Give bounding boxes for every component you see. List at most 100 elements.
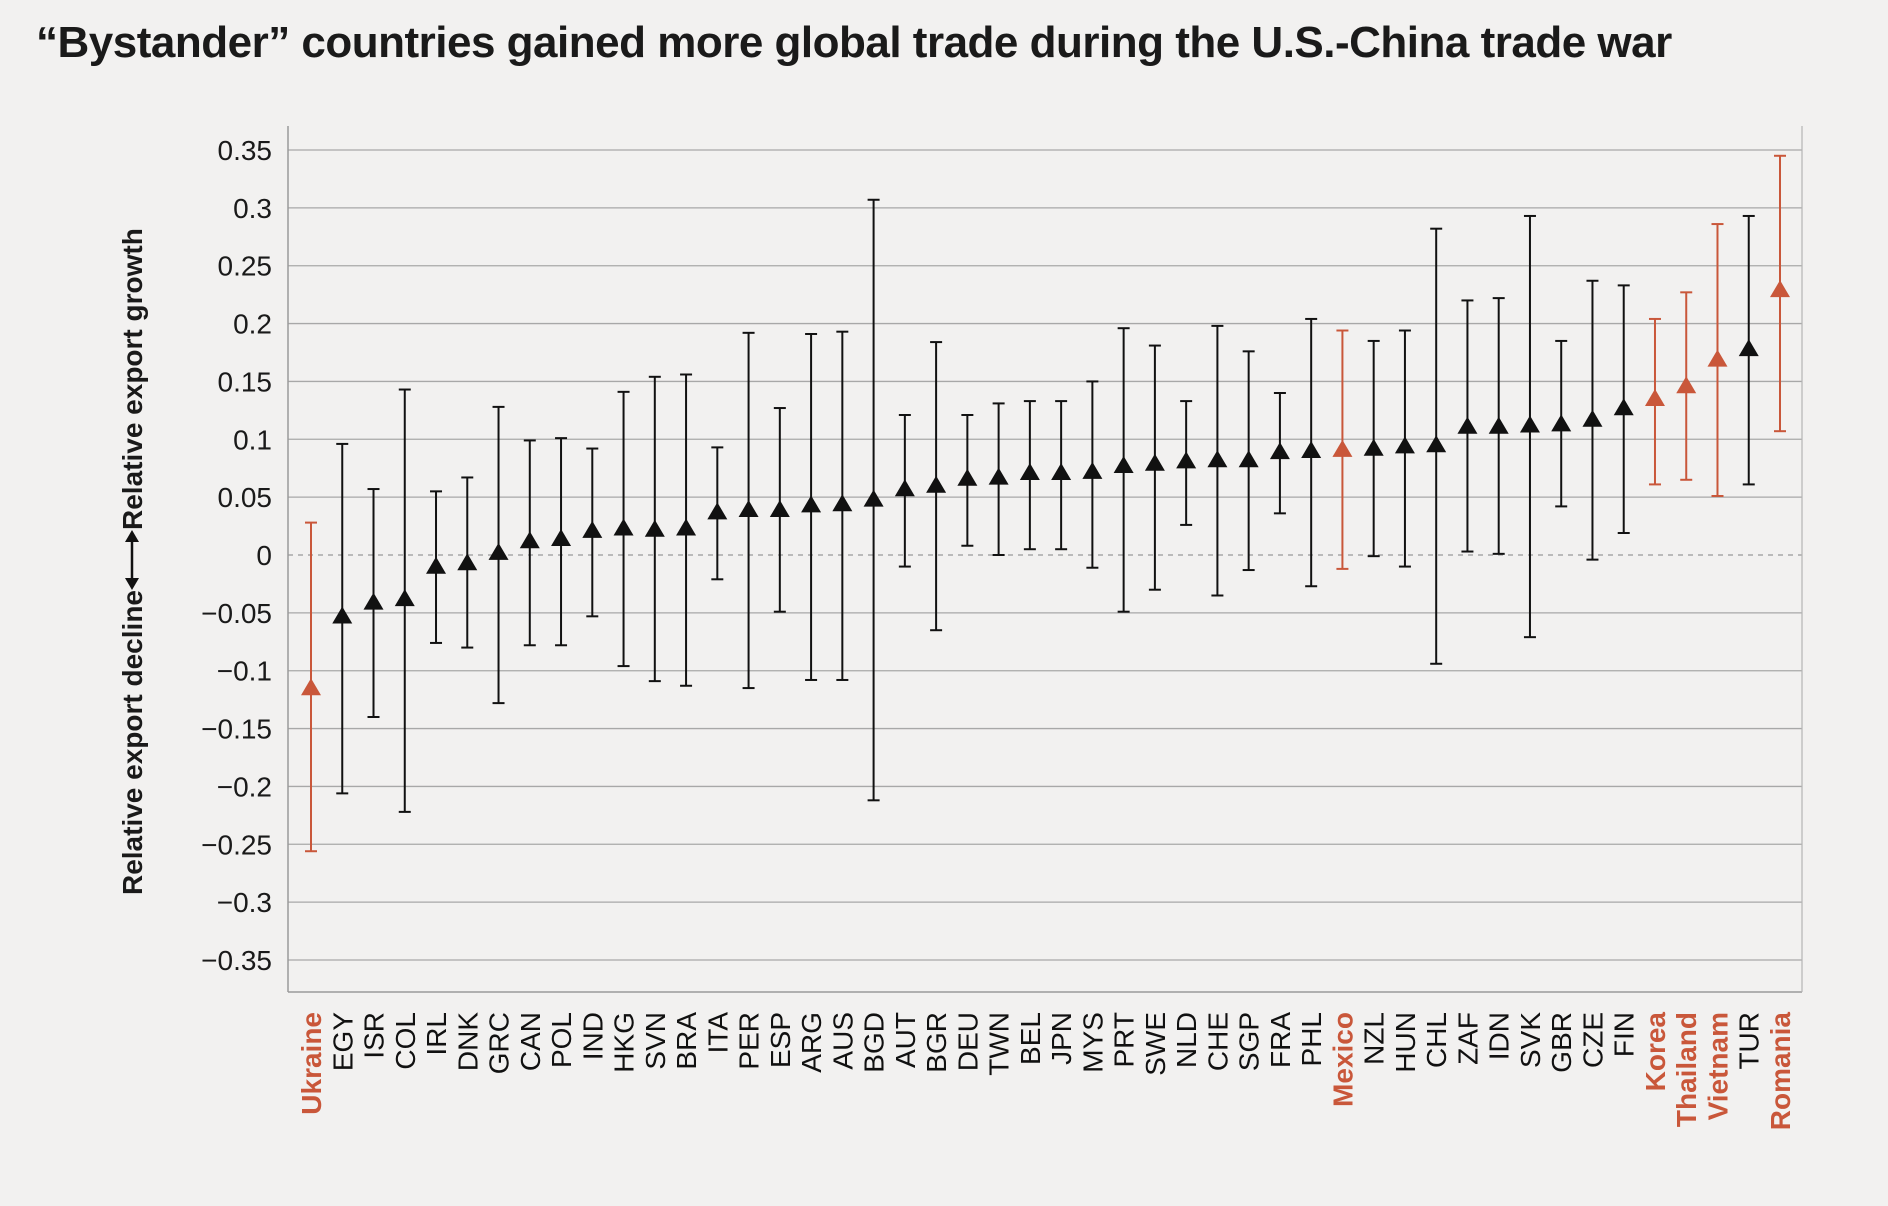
x-category-label: ARG <box>796 1012 827 1073</box>
point-marker <box>1738 339 1759 357</box>
y-tick-label: −0.05 <box>201 598 272 629</box>
data-point-aus <box>832 330 853 681</box>
y-label-decline: Relative export decline <box>117 590 148 895</box>
data-point-gbr <box>1551 339 1572 508</box>
x-category-label: NZL <box>1359 1012 1390 1065</box>
x-category-label: PHL <box>1296 1012 1327 1066</box>
point-marker <box>1051 463 1072 480</box>
point-marker <box>1457 416 1478 434</box>
data-point-bgd <box>863 198 884 802</box>
data-point-can <box>519 439 540 647</box>
y-tick-label: 0.15 <box>218 366 273 397</box>
y-tick-label: 0.35 <box>218 135 273 166</box>
axes <box>287 126 1803 993</box>
data-point-hun <box>1394 329 1415 568</box>
x-category-label: BEL <box>1015 1012 1046 1065</box>
point-marker <box>1332 439 1353 457</box>
point-marker <box>832 494 853 512</box>
x-category-label: BRA <box>671 1012 702 1070</box>
y-label-growth: Relative export growth <box>117 228 148 530</box>
data-point-nzl <box>1363 339 1384 558</box>
x-category-label: TWN <box>984 1012 1015 1076</box>
x-category-label: ITA <box>702 1012 733 1054</box>
x-category-label: ESP <box>765 1012 796 1068</box>
point-marker <box>863 489 884 507</box>
data-point-phl <box>1301 317 1322 588</box>
point-marker <box>1082 461 1103 479</box>
data-point-fra <box>1269 392 1290 515</box>
x-category-label: GRC <box>484 1012 515 1074</box>
point-marker <box>1551 414 1572 432</box>
x-category-label: AUT <box>890 1012 921 1068</box>
data-series <box>301 154 1790 853</box>
x-category-label: Thailand <box>1671 1012 1702 1127</box>
point-marker <box>926 475 947 493</box>
point-marker <box>1770 280 1790 298</box>
y-tick-label: −0.35 <box>201 945 272 976</box>
x-category-label: TUR <box>1734 1012 1765 1070</box>
data-point-fin <box>1613 284 1634 535</box>
point-marker <box>1207 450 1228 468</box>
x-category-labels: Ukraine EGY ISR COL IRL DNK GRC CAN POL IND HKG SVN… <box>296 1012 1796 1131</box>
point-marker <box>1301 441 1322 459</box>
point-marker <box>1238 450 1259 468</box>
data-point-jpn <box>1051 400 1072 551</box>
y-tick-label: −0.15 <box>201 714 272 745</box>
x-category-label: CHE <box>1202 1012 1233 1071</box>
x-category-label: IDN <box>1484 1012 1515 1060</box>
point-marker <box>1426 435 1447 453</box>
data-point-tur <box>1738 214 1759 486</box>
x-category-label: NLD <box>1171 1012 1202 1068</box>
x-category-label: Mexico <box>1327 1012 1358 1107</box>
data-point-col <box>394 388 415 813</box>
x-category-label: PRT <box>1109 1012 1140 1068</box>
point-marker <box>1113 456 1134 474</box>
point-marker <box>1394 436 1415 454</box>
data-point-swe <box>1144 344 1165 591</box>
data-point-chl <box>1426 227 1447 665</box>
y-tick-label: 0.05 <box>218 482 273 513</box>
arrow-down-icon <box>125 578 139 590</box>
x-category-label: AUS <box>827 1012 858 1070</box>
x-category-label: CZE <box>1577 1012 1608 1068</box>
data-point-mexico <box>1332 329 1353 570</box>
x-category-label: SWE <box>1140 1012 1171 1076</box>
y-tick-labels: 0.35 0.3 0.25 0.2 0.15 0.1 0.05 0 −0.05 −0.1 −0.15… <box>201 135 272 976</box>
data-point-svn <box>644 375 665 683</box>
data-point-esp <box>769 407 790 613</box>
y-tick-label: −0.1 <box>217 656 272 687</box>
data-point-aut <box>894 413 915 568</box>
y-tick-label: 0.1 <box>233 424 272 455</box>
data-point-nld <box>1176 400 1197 526</box>
y-axis-label-group: Relative export decline Relative export g… <box>117 228 148 895</box>
point-marker <box>613 518 634 536</box>
point-marker <box>457 553 478 571</box>
x-category-label: FRA <box>1265 1012 1296 1068</box>
x-category-label: ZAF <box>1452 1012 1483 1065</box>
data-point-pol <box>551 437 572 647</box>
point-marker <box>894 479 915 497</box>
point-marker <box>769 500 790 518</box>
y-tick-label: 0.25 <box>218 251 273 282</box>
data-point-thailand <box>1676 291 1697 481</box>
point-marker <box>801 495 822 513</box>
data-point-ind <box>582 447 603 618</box>
data-point-egy <box>332 442 353 795</box>
point-marker <box>957 468 978 486</box>
x-category-label: CAN <box>515 1012 546 1071</box>
point-marker <box>1144 453 1165 471</box>
point-marker <box>1613 398 1634 416</box>
x-category-label: SVN <box>640 1012 671 1070</box>
data-point-grc <box>488 405 509 705</box>
point-marker <box>1176 451 1197 469</box>
x-category-label: HKG <box>609 1012 640 1073</box>
point-marker <box>488 542 509 560</box>
point-marker <box>301 678 321 696</box>
chart-title: “Bystander” countries gained more global… <box>36 18 1672 67</box>
x-category-label: SVK <box>1515 1012 1546 1068</box>
x-category-label: Vietnam <box>1702 1012 1733 1120</box>
data-point-cze <box>1582 279 1603 561</box>
point-marker <box>519 531 540 549</box>
point-marker <box>1676 376 1697 394</box>
